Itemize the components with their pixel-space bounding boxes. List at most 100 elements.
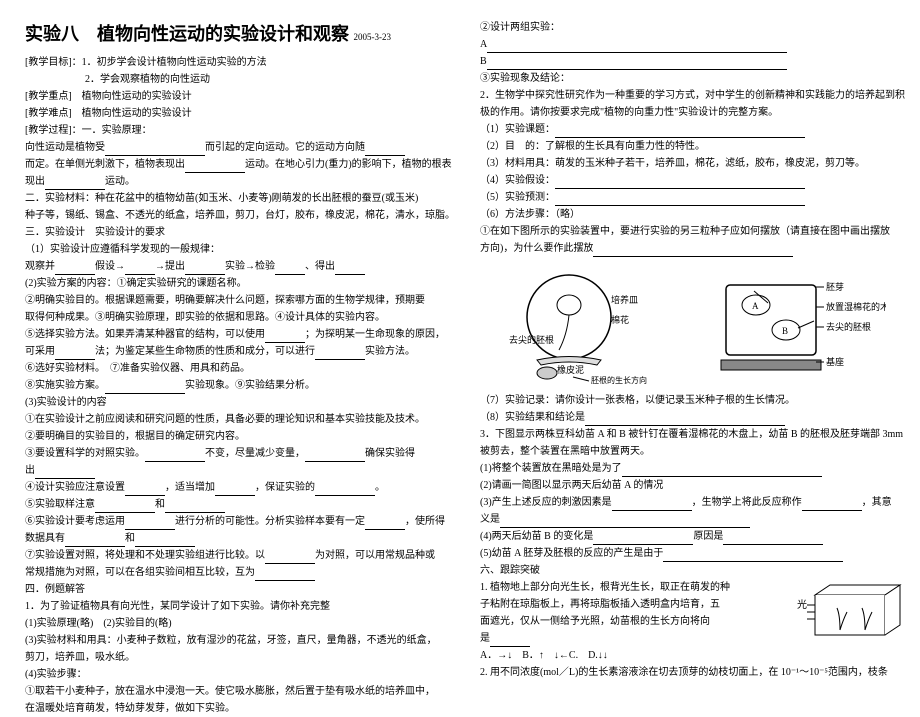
blank [55, 263, 95, 275]
svg-text:光: 光 [797, 598, 807, 611]
text-line: 2．生物学中探究性研究作为一种重要的学习方式，对中学生的创新精神和实践能力的培养… [480, 88, 905, 104]
text-line: 出 [25, 463, 455, 479]
blank [265, 331, 305, 343]
text-line: 3．下图显示两株豆科幼苗 A 和 B 被针钉在覆着湿棉花的木盘上，幼苗 B 的胚… [480, 427, 905, 443]
text-line: 2. 用不同浓度(mol／L)的生长素溶液涂在切去顶芽的幼枝切面上，在 10⁻¹… [480, 665, 905, 681]
text-line: 二．实验材料：种在花盆中的植物幼苗(如玉米、小麦等)刚萌发的长出胚根的蚕豆(或玉… [25, 191, 455, 207]
text-line: ⑥选好实验材料。 ⑦准备实验仪器、用具和药品。 [25, 361, 455, 377]
blank [95, 501, 155, 513]
text-line: 2．学会观察植物的向性运动 [25, 72, 455, 88]
text-line: ⑤选择实验方法。如果弄清某种器官的结构，可以使用；为探明某一生命现象的原因， [25, 327, 455, 343]
blank [555, 126, 805, 138]
blank [145, 450, 205, 462]
svg-text:A: A [752, 301, 759, 311]
text-line: 而定。在单侧光刺激下，植物表现出运动。在地心引力(重力)的影响下，植物的根表 [25, 157, 455, 173]
text-line: ①在实验设计之前应阅读和研究问题的性质，具备必要的理论知识和基本实验技能及技术。 [25, 412, 455, 428]
text-line: 1. 植物地上部分向光生长，根背光生长，取正在萌发的种 [480, 580, 789, 596]
text-line: 六、跟踪突破 [480, 563, 905, 579]
blank [255, 569, 315, 581]
text-line: 剪刀，培养皿，吸水纸。 [25, 650, 455, 666]
label: 去尖的胚根 [826, 321, 871, 332]
text-line: ⑥实验设计要考虑运用进行分析的可能性。分析实验样本要有一定，使所得 [25, 514, 455, 530]
text-line: ④设计实验应注意设置，适当增加，保证实验的。 [25, 480, 455, 496]
blank [500, 516, 750, 528]
text-line: ②明确实验目的。根据课题需要，明确要解决什么问题，探索哪方面的生物学规律，预期要 [25, 293, 455, 309]
blank [35, 467, 95, 479]
svg-text:B: B [782, 326, 788, 336]
text-line: 可采用法；为鉴定某些生命物质的性质和成分，可以进行实验方法。 [25, 344, 455, 360]
blank [315, 484, 375, 496]
blank [305, 450, 365, 462]
blank [593, 533, 693, 545]
text-line: ③要设置科学的对照实验。不变，尽量减少变量，确保实验得 [25, 446, 455, 462]
page-title: 实验八 植物向性运动的实验设计和观察 2005-3-23 [25, 20, 455, 49]
text-line: (4)两天后幼苗 B 的变化是原因是 [480, 529, 905, 545]
text-line: (3)产生上述反应的刺激因素是，生物学上将此反应称作，其意 [480, 495, 905, 511]
text-line: （2）目 的：了解根的生长具有向重力性的特性。 [480, 139, 905, 155]
text-line: （8）实验结果和结论是 [480, 410, 905, 426]
label: 基座 [826, 356, 844, 367]
blank [185, 263, 225, 275]
text-line: 常规措施为对照，可以在各组实验间相互比较，互为 [25, 565, 455, 581]
text-line: 在温暖处培育萌发，特幼芽发芽，做如下实验。 [25, 701, 455, 717]
blank [55, 348, 95, 360]
text-line: [教学难点] 植物向性运动的实验设计 [25, 106, 455, 122]
text-line: 取得何种成果。③明确实验原理，即实验的依据和思路。④设计具体的实验内容。 [25, 310, 455, 326]
text-line: ①取若干小麦种子，放在温水中浸泡一天。使它吸水膨胀，然后置于垫有吸水纸的培养皿中… [25, 684, 455, 700]
blank [622, 465, 822, 477]
text-line: A [480, 37, 905, 53]
text-line: 现出运动。 [25, 174, 455, 190]
text-line: (2)实验方案的内容：①确定实验研究的课题名称。 [25, 276, 455, 292]
text-line: ⑧实施实验方案。实验现象。⑨实验结果分析。 [25, 378, 455, 394]
text-line: 是 [480, 631, 789, 647]
blank [585, 414, 785, 426]
text-line: 种子等，锡纸、锡盒、不透光的纸盒，培养皿，剪刀，台灯，胶布，橡皮泥，棉花，清水，… [25, 208, 455, 224]
blank [315, 348, 365, 360]
text-line: ⑤实验取样注意和 [25, 497, 455, 513]
text-line: 1．为了验证植物具有向光性，某同学设计了如下实验。请你补充完整 [25, 599, 455, 615]
text-line: 方向)，为什么要作此摆放 [480, 241, 905, 257]
date: 2005-3-23 [354, 32, 392, 42]
blank [215, 484, 255, 496]
blank [125, 484, 165, 496]
text-line: （7）实验记录：请你设计一张表格，以便记录玉米种子根的生长情况。 [480, 393, 905, 409]
blank [593, 245, 793, 257]
text-line: A．→↓ B．↑ ↓←C. D.↓↓ [480, 648, 789, 664]
text-line: (4)实验步骤： [25, 667, 455, 683]
blank [105, 382, 185, 394]
label: 胚芽 [826, 281, 844, 292]
blank [335, 263, 365, 275]
blank [265, 552, 315, 564]
label: 胚根的生长方向 [591, 375, 647, 385]
blank [802, 499, 862, 511]
blank [135, 535, 195, 547]
text-line: [教学目标]：1．初步学会设计植物向性运动实验的方法 [25, 55, 455, 71]
label: 放置湿棉花的木盒 [826, 301, 886, 312]
text-line: （1）实验课题： [480, 122, 905, 138]
blank [185, 161, 245, 173]
text-line: ⑦实验设置对照，将处理和不处理实验组进行比较。以为对照，可以用常规品种或 [25, 548, 455, 564]
text-line: 数据具有和 [25, 531, 455, 547]
blank [365, 144, 405, 156]
text-line: 子粘附在琼脂板上，再将琼脂板插入透明盒内培育，五 [480, 597, 789, 613]
text-line: (5)幼苗 A 胚芽及胚根的反应的产生是由于 [480, 546, 905, 562]
dish-diagram: 培养皿 棉花 去尖的胚根 橡皮泥 胚根的生长方向 [499, 265, 669, 385]
blank [612, 499, 692, 511]
text-line: （4）实验假设： [480, 173, 905, 189]
text-line: 义是 [480, 512, 905, 528]
blank [490, 635, 530, 647]
label: 棉花 [611, 314, 629, 325]
text-line: （6）方法步骤：（略） [480, 207, 905, 223]
text-line: 四．例题解答 [25, 582, 455, 598]
text-line: （1）实验设计应遵循科学发现的一般规律： [25, 242, 455, 258]
blank [65, 535, 125, 547]
text-line: ①在如下图所示的实验装置中，要进行实验的另三粒种子应如何摆放（请直接在图中画出摆… [480, 224, 905, 240]
text-line: ②设计两组实验： [480, 20, 905, 36]
text-line: (2)请画一简图以显示两天后幼苗 A 的情况 [480, 478, 905, 494]
experiment-diagrams: 培养皿 棉花 去尖的胚根 橡皮泥 胚根的生长方向 A B 胚芽 放置湿棉花的木盒… [480, 265, 905, 385]
blank [365, 518, 405, 530]
text-line: (1)实验原理(略) (2)实验目的(略) [25, 616, 455, 632]
title-text: 实验八 植物向性运动的实验设计和观察 [25, 24, 349, 44]
text-line: （3）材料用具：萌发的玉米种子若干，培养皿，棉花，滤纸，胶布，橡皮泥，剪刀等。 [480, 156, 905, 172]
text-line: 向性运动是植物受而引起的定向运动。它的运动方向随 [25, 140, 455, 156]
